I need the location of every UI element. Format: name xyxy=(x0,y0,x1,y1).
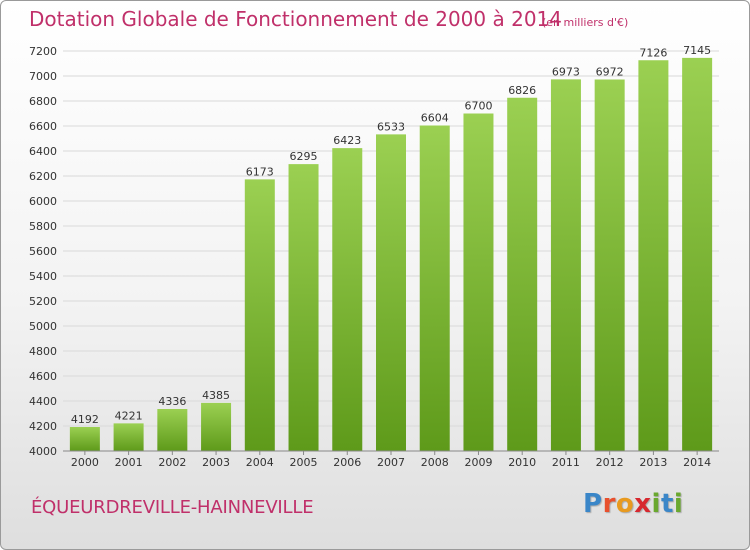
y-tick-label: 5400 xyxy=(29,270,57,283)
y-tick-label: 7000 xyxy=(29,70,57,83)
commune-name: ÉQUEURDREVILLE-HAINNEVILLE xyxy=(31,497,314,518)
data-label: 7145 xyxy=(683,44,711,57)
bar-2006 xyxy=(332,148,363,451)
y-tick-label: 6600 xyxy=(29,120,57,133)
y-tick-label: 4800 xyxy=(29,345,57,358)
x-tick-label: 2001 xyxy=(115,456,143,469)
data-label: 6295 xyxy=(290,150,318,163)
bar-2001 xyxy=(113,423,144,451)
x-tick-label: 2007 xyxy=(377,456,405,469)
data-label: 4336 xyxy=(158,395,186,408)
x-tick-label: 2003 xyxy=(202,456,230,469)
bar-2013 xyxy=(638,60,669,451)
data-label: 6173 xyxy=(246,165,274,178)
logo-letter: x xyxy=(634,489,652,519)
bar-2014 xyxy=(682,57,713,451)
proxiti-logo: Proxiti xyxy=(583,489,683,519)
logo-letter: i xyxy=(673,489,684,519)
data-label: 6826 xyxy=(508,84,536,97)
x-tick-label: 2014 xyxy=(683,456,711,469)
data-label: 4385 xyxy=(202,389,230,402)
y-tick-label: 6200 xyxy=(29,170,57,183)
y-tick-label: 5200 xyxy=(29,295,57,308)
x-tick-label: 2011 xyxy=(552,456,580,469)
bar-2004 xyxy=(244,179,275,451)
y-tick-label: 5800 xyxy=(29,220,57,233)
bars xyxy=(69,57,713,451)
data-label: 7126 xyxy=(639,46,667,59)
chart-title: Dotation Globale de Fonctionnement de 20… xyxy=(29,7,562,31)
y-tick-label: 4600 xyxy=(29,370,57,383)
y-tick-label: 5000 xyxy=(29,320,57,333)
data-label: 6700 xyxy=(464,100,492,113)
y-tick-label: 6800 xyxy=(29,95,57,108)
bar-2009 xyxy=(463,113,494,451)
x-tick-label: 2013 xyxy=(639,456,667,469)
bar-2002 xyxy=(157,409,188,451)
x-axis-ticks: 2000 2001 2002 2003 2004 2005 2006 2007 2008 2009… xyxy=(71,451,711,469)
y-axis-ticks: 4000 4200 4400 4600 4800 5000 5200 5400 5600 5800… xyxy=(29,45,57,458)
logo-letter: P xyxy=(583,489,603,519)
x-tick-label: 2002 xyxy=(158,456,186,469)
x-tick-label: 2004 xyxy=(246,456,274,469)
y-tick-label: 7200 xyxy=(29,45,57,58)
logo-letter: r xyxy=(602,489,616,519)
x-tick-label: 2012 xyxy=(596,456,624,469)
bar-2008 xyxy=(419,125,450,451)
x-tick-label: 2006 xyxy=(333,456,361,469)
x-tick-label: 2000 xyxy=(71,456,99,469)
data-label: 4192 xyxy=(71,413,99,426)
x-tick-label: 2005 xyxy=(290,456,318,469)
y-tick-label: 5600 xyxy=(29,245,57,258)
x-tick-label: 2009 xyxy=(464,456,492,469)
y-tick-label: 6000 xyxy=(29,195,57,208)
logo-letter: o xyxy=(615,489,635,519)
data-label: 4221 xyxy=(115,409,143,422)
bar-2011 xyxy=(550,79,581,451)
x-tick-label: 2008 xyxy=(421,456,449,469)
data-labels: 4192 4221 4336 4385 6173 6295 6423 6533 6604 6700… xyxy=(71,44,711,426)
bar-2012 xyxy=(594,79,625,451)
x-tick-label: 2010 xyxy=(508,456,536,469)
bar-2000 xyxy=(69,427,100,451)
y-tick-label: 4400 xyxy=(29,395,57,408)
logo-letter: i xyxy=(651,489,661,519)
y-tick-label: 6400 xyxy=(29,145,57,158)
bar-2007 xyxy=(376,134,406,451)
data-label: 6423 xyxy=(333,134,361,147)
bar-2003 xyxy=(201,402,232,451)
logo-letter: t xyxy=(660,489,674,519)
data-label: 6973 xyxy=(552,65,580,78)
data-label: 6533 xyxy=(377,120,405,133)
bar-2010 xyxy=(507,97,538,451)
unit-label: (en milliers d'€) xyxy=(542,16,629,29)
data-label: 6972 xyxy=(596,66,624,79)
bar-2005 xyxy=(288,164,319,451)
data-label: 6604 xyxy=(421,112,449,125)
y-tick-label: 4200 xyxy=(29,420,57,433)
y-tick-label: 4000 xyxy=(29,445,57,458)
